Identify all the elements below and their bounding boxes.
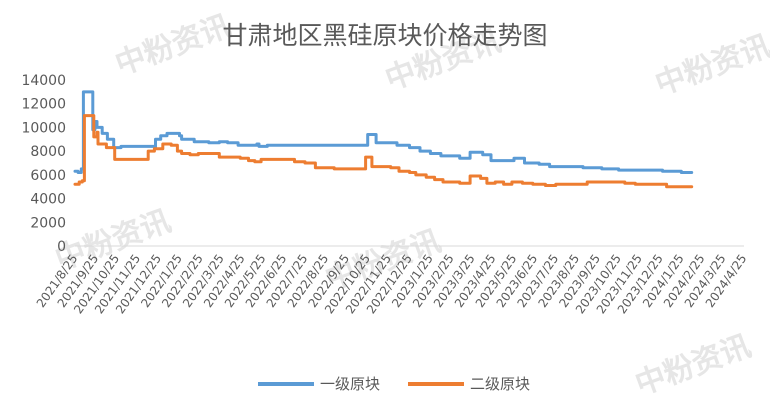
y-tick-label: 6000: [30, 168, 66, 184]
watermark-text: 中粉资讯: [631, 329, 756, 403]
y-tick-label: 10000: [21, 120, 66, 136]
legend-label: 一级原块: [320, 375, 380, 393]
y-tick-label: 0: [57, 239, 66, 255]
series-line: [73, 114, 694, 189]
legend-label: 二级原块: [470, 375, 530, 393]
y-axis-ticks: 0 2000 4000 6000 8000 10000 12000 14000: [21, 73, 66, 255]
y-tick-label: 12000: [21, 97, 66, 113]
y-tick-label: 8000: [30, 144, 66, 160]
y-tick-label: 14000: [21, 73, 66, 89]
series-lines: [73, 90, 694, 189]
legend: 一级原块 二级原块: [258, 375, 530, 393]
y-tick-label: 2000: [30, 215, 66, 231]
y-tick-label: 4000: [30, 192, 66, 208]
watermark-text: 中粉资讯: [651, 29, 770, 103]
watermark-text: 中粉资讯: [111, 9, 236, 83]
x-axis-ticks: 2021/8/252021/9/252021/10/252021/11/2520…: [34, 252, 750, 317]
chart-title: 甘肃地区黑硅原块价格走势图: [222, 21, 547, 50]
series-line: [73, 90, 694, 174]
